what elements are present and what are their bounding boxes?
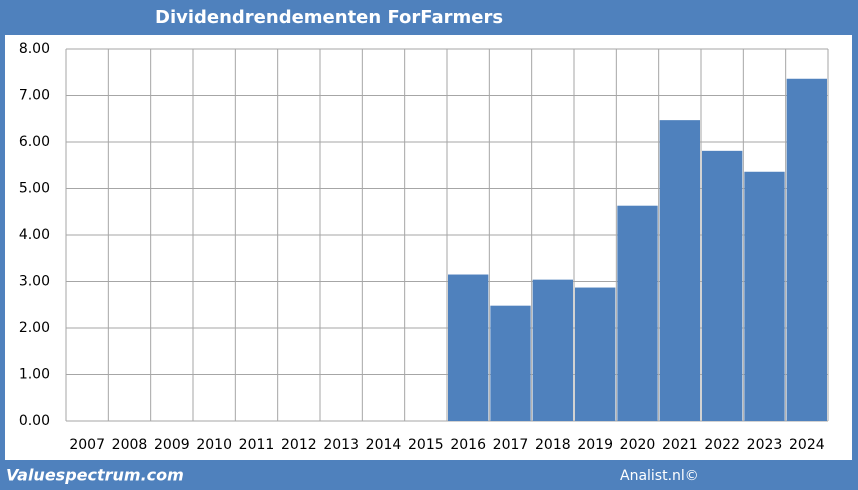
y-tick-label: 6.00 bbox=[19, 134, 50, 150]
x-tick-label: 2008 bbox=[112, 437, 148, 453]
x-tick-label: 2009 bbox=[154, 437, 190, 453]
y-tick-label: 4.00 bbox=[19, 227, 50, 243]
y-tick-label: 1.00 bbox=[19, 367, 50, 383]
bar bbox=[490, 305, 531, 421]
y-tick-label: 7.00 bbox=[19, 88, 50, 104]
y-tick-label: 0.00 bbox=[19, 413, 50, 429]
footer-right: Analist.nl© bbox=[620, 468, 699, 484]
y-tick-label: 2.00 bbox=[19, 320, 50, 336]
bar bbox=[786, 78, 827, 421]
x-tick-label: 2007 bbox=[69, 437, 105, 453]
x-tick-label: 2012 bbox=[281, 437, 317, 453]
x-tick-label: 2016 bbox=[450, 437, 486, 453]
bar bbox=[702, 150, 743, 421]
x-tick-label: 2013 bbox=[323, 437, 359, 453]
bar bbox=[744, 171, 785, 421]
bar bbox=[659, 120, 700, 422]
y-tick-label: 8.00 bbox=[19, 41, 50, 57]
x-tick-label: 2015 bbox=[408, 437, 444, 453]
x-tick-label: 2018 bbox=[535, 437, 571, 453]
x-tick-label: 2019 bbox=[577, 437, 613, 453]
x-tick-label: 2021 bbox=[662, 437, 698, 453]
footer-left: Valuespectrum.com bbox=[6, 466, 184, 485]
chart-title: Dividendrendementen ForFarmers bbox=[155, 7, 503, 28]
x-tick-label: 2017 bbox=[493, 437, 529, 453]
x-tick-label: 2010 bbox=[196, 437, 232, 453]
bar bbox=[532, 279, 573, 421]
x-tick-label: 2020 bbox=[620, 437, 656, 453]
x-tick-label: 2022 bbox=[704, 437, 740, 453]
x-tick-label: 2024 bbox=[789, 437, 825, 453]
y-tick-label: 5.00 bbox=[19, 181, 50, 197]
x-tick-label: 2011 bbox=[239, 437, 275, 453]
bar bbox=[575, 287, 616, 421]
bar bbox=[448, 274, 489, 421]
bar bbox=[617, 205, 658, 421]
x-tick-label: 2014 bbox=[366, 437, 402, 453]
y-tick-label: 3.00 bbox=[19, 274, 50, 290]
x-tick-label: 2023 bbox=[747, 437, 783, 453]
